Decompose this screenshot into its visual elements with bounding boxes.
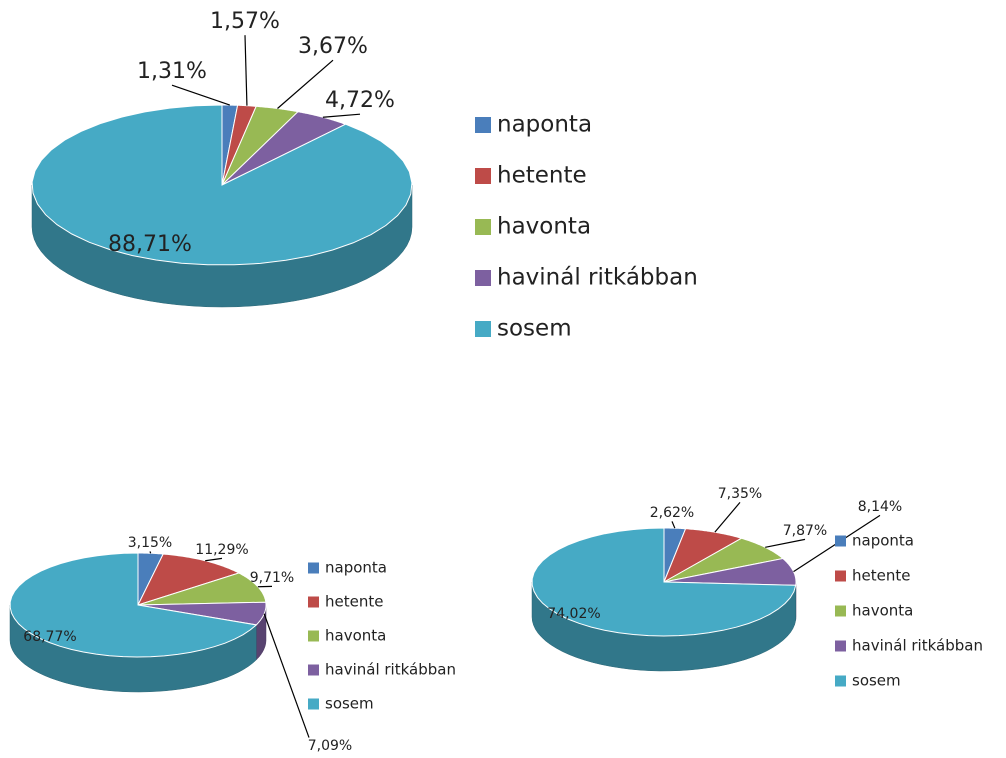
legend-swatch xyxy=(475,270,491,286)
data-label: 2,62% xyxy=(650,505,694,521)
legend-label: naponta xyxy=(852,532,914,550)
data-label: 1,31% xyxy=(137,59,207,84)
data-label: 3,15% xyxy=(128,535,172,551)
leader-line xyxy=(263,613,310,738)
legend-swatch xyxy=(835,570,846,582)
legend-swatch xyxy=(308,562,319,574)
leader-line xyxy=(322,113,361,118)
leader-line xyxy=(205,557,223,562)
legend-label: hetente xyxy=(497,163,587,189)
legend-swatch xyxy=(308,698,319,710)
pie-slice xyxy=(531,527,797,637)
legend-swatch xyxy=(475,321,491,337)
legend-label: hetente xyxy=(852,567,910,585)
pie-slice xyxy=(31,104,413,266)
legend-swatch xyxy=(475,168,491,184)
data-label: 4,72% xyxy=(325,88,395,113)
legend-label: sosem xyxy=(852,672,901,690)
data-label: 74,02% xyxy=(547,606,600,622)
data-label: 7,87% xyxy=(783,523,827,539)
legend-swatch xyxy=(308,630,319,642)
data-label: 8,14% xyxy=(858,499,902,515)
leader-line xyxy=(171,84,231,106)
legend-label: havinál ritkábban xyxy=(852,637,983,655)
data-label: 7,09% xyxy=(308,738,352,754)
legend-swatch xyxy=(475,219,491,235)
leader-line xyxy=(277,59,334,109)
legend-label: sosem xyxy=(497,316,572,342)
legend-label: havinál ritkábban xyxy=(497,265,698,291)
legend-label: havonta xyxy=(497,214,591,240)
data-label: 3,67% xyxy=(298,34,368,59)
legend-swatch xyxy=(475,117,491,133)
leader-line xyxy=(671,521,676,529)
legend-label: havonta xyxy=(325,627,386,645)
legend-swatch xyxy=(308,596,319,608)
legend-swatch xyxy=(835,675,846,687)
leader-line xyxy=(714,502,741,533)
legend-swatch xyxy=(835,640,846,652)
legend-label: havonta xyxy=(852,602,913,620)
data-label: 88,71% xyxy=(108,232,192,257)
legend-label: havinál ritkábban xyxy=(325,661,456,679)
data-label: 7,35% xyxy=(718,486,762,502)
data-label: 1,57% xyxy=(210,9,280,34)
legend-swatch xyxy=(835,535,846,547)
pie-slice xyxy=(221,111,348,186)
pie-slice xyxy=(9,552,258,658)
legend-swatch xyxy=(308,664,319,676)
data-label: 11,29% xyxy=(195,542,248,558)
legend-swatch xyxy=(835,605,846,617)
pie-slice xyxy=(663,557,797,586)
data-label: 9,71% xyxy=(250,570,294,586)
leader-line xyxy=(765,538,806,548)
data-label: 68,77% xyxy=(23,629,76,645)
leader-line xyxy=(244,35,248,106)
leader-line xyxy=(149,551,152,554)
legend-label: hetente xyxy=(325,593,383,611)
legend-label: naponta xyxy=(325,559,387,577)
legend-label: sosem xyxy=(325,695,374,713)
legend-label: naponta xyxy=(497,112,592,138)
